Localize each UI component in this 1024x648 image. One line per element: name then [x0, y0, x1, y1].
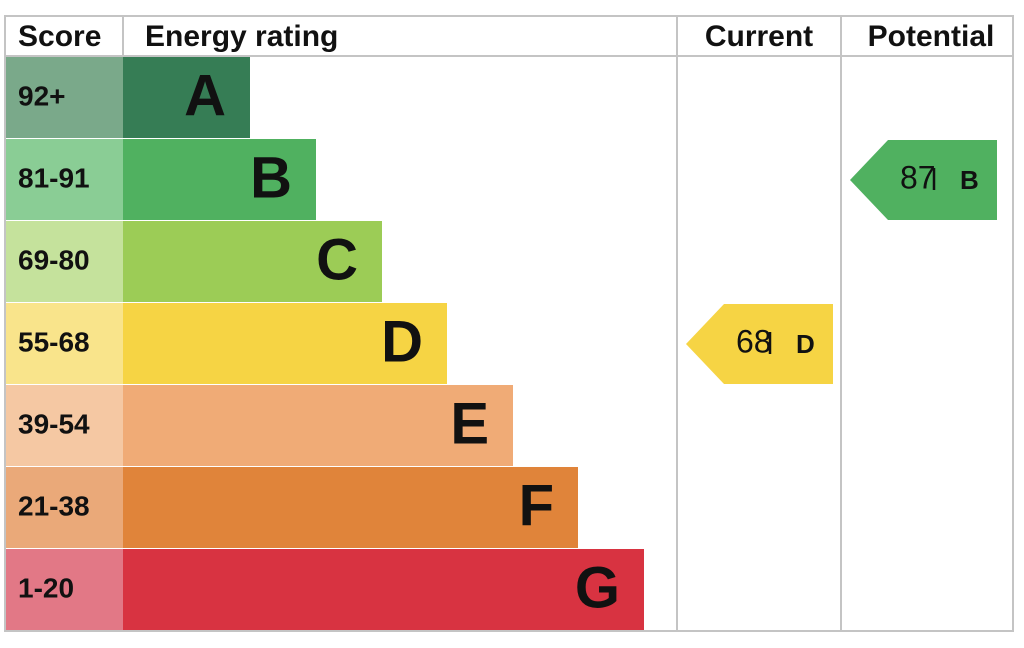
score-range: 69-80 [18, 244, 90, 275]
frame [4, 15, 1014, 632]
rating-letter: A [184, 63, 226, 128]
score-range: 55-68 [18, 326, 90, 357]
rating-bar [123, 467, 578, 548]
score-range: 81-91 [18, 162, 90, 193]
header-current: Current [705, 20, 813, 53]
score-cell [6, 221, 123, 302]
rating-letter: B [250, 145, 292, 210]
score-cell [6, 467, 123, 548]
rating-bar [123, 549, 644, 630]
rating-letter: F [519, 473, 554, 538]
score-cell [6, 549, 123, 630]
rating-letter: E [450, 391, 489, 456]
header-potential: Potential [868, 20, 995, 53]
score-cell [6, 385, 123, 466]
rating-letter: G [575, 555, 620, 620]
header-score: Score [18, 20, 101, 53]
rating-bar [123, 57, 250, 138]
potential-arrow [850, 140, 997, 220]
rating-bar [123, 139, 316, 220]
rating-bar [123, 303, 447, 384]
rating-letter: C [316, 227, 358, 292]
score-cell [6, 57, 123, 138]
rating-bar [123, 221, 382, 302]
header-rating: Energy rating [145, 20, 338, 53]
current-value: 68 [736, 323, 772, 359]
rating-bar [123, 385, 513, 466]
score-range: 21-38 [18, 490, 90, 521]
score-range: 39-54 [18, 408, 90, 439]
score-range: 1-20 [18, 572, 74, 603]
current-arrow [686, 304, 833, 384]
rating-letter: D [381, 309, 423, 374]
score-range: 92+ [18, 80, 66, 111]
score-cell [6, 303, 123, 384]
score-cell [6, 139, 123, 220]
potential-value: 87 [900, 159, 936, 195]
current-letter: D [796, 329, 815, 359]
potential-letter: B [960, 165, 979, 195]
